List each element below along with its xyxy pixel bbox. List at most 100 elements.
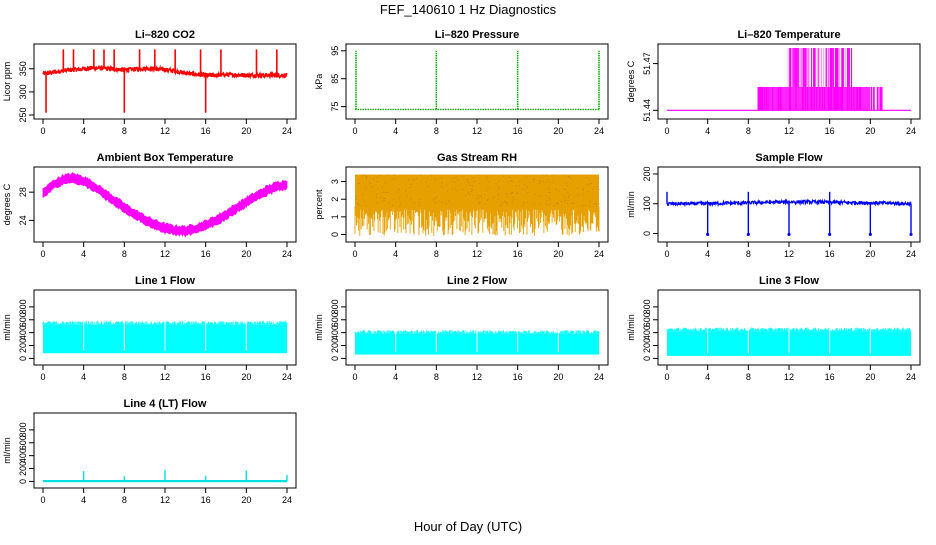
panel-title: Li–820 CO2 — [135, 29, 195, 41]
x-tick-label: 24 — [282, 126, 292, 136]
y-tick-label: 2 — [330, 197, 340, 202]
x-tick-label: 8 — [746, 126, 751, 136]
x-tick-label: 8 — [434, 126, 439, 136]
x-tick-label: 4 — [393, 126, 398, 136]
data-layer — [354, 174, 600, 237]
x-tick-label: 12 — [160, 126, 170, 136]
rh-dips — [354, 206, 600, 237]
y-tick-label: 600 — [18, 435, 28, 450]
y-tick-label: 100 — [642, 196, 652, 211]
x-tick-label: 24 — [906, 126, 916, 136]
x-tick-label: 8 — [122, 495, 127, 505]
x-tick-label: 12 — [784, 126, 794, 136]
rh-texture — [355, 174, 600, 207]
y-tick-label: 400 — [642, 325, 652, 340]
x-tick-label: 4 — [81, 126, 86, 136]
figure-title: FEF_140610 1 Hz Diagnostics — [380, 2, 557, 17]
x-tick-label: 24 — [282, 495, 292, 505]
x-tick-label: 4 — [81, 495, 86, 505]
panel-6: Line 1 Flow ml/min 0 4 8 12 16 20 24 0 20040060080… — [2, 275, 297, 382]
x-tick-label: 4 — [705, 372, 710, 382]
panel-title: Line 3 Flow — [759, 275, 819, 287]
panel-title: Li–820 Temperature — [737, 29, 840, 41]
x-tick-label: 24 — [594, 372, 604, 382]
spike-point — [706, 232, 710, 237]
y-axis-label: ml/min — [626, 314, 636, 341]
x-tick-label: 12 — [472, 372, 482, 382]
x-tick-label: 16 — [201, 249, 211, 259]
x-tick-label: 12 — [160, 495, 170, 505]
y-tick-label: 600 — [642, 312, 652, 327]
y-tick-label: 800 — [18, 422, 28, 437]
x-tick-label: 20 — [865, 249, 875, 259]
y-tick-label: 600 — [330, 312, 340, 327]
y-tick-label: 0 — [330, 356, 340, 361]
data-layer — [354, 330, 600, 355]
x-tick-label: 12 — [784, 372, 794, 382]
x-tick-label: 16 — [513, 249, 523, 259]
x-tick-label: 16 — [825, 249, 835, 259]
y-axis-label: degrees C — [626, 60, 636, 102]
x-tick-label: 0 — [352, 249, 357, 259]
y-tick-label: 200 — [642, 338, 652, 353]
x-tick-label: 20 — [865, 372, 875, 382]
x-tick-label: 0 — [40, 249, 45, 259]
x-tick-label: 20 — [553, 372, 563, 382]
x-tick-label: 24 — [906, 372, 916, 382]
y-tick-label: 200 — [18, 461, 28, 476]
x-tick-label: 24 — [594, 126, 604, 136]
x-tick-label: 16 — [201, 372, 211, 382]
y-tick-label: 800 — [330, 299, 340, 314]
y-axis-label: ml/min — [314, 314, 324, 341]
data-layer — [42, 172, 288, 238]
y-tick-label: 800 — [18, 299, 28, 314]
series-line — [42, 63, 288, 80]
x-tick-label: 8 — [746, 372, 751, 382]
data-layer — [666, 191, 913, 237]
y-tick-label: 200 — [18, 338, 28, 353]
panel-2: Li–820 Temperature degrees C 0 4 8 12 16 20 24 51… — [626, 29, 921, 136]
y-tick-label: 200 — [330, 338, 340, 353]
data-layer — [667, 48, 911, 111]
y-tick-label: 95 — [330, 46, 340, 56]
x-tick-label: 0 — [664, 126, 669, 136]
panel-title: Line 4 (LT) Flow — [124, 398, 207, 410]
x-tick-label: 8 — [434, 249, 439, 259]
y-tick-label: 200 — [642, 166, 652, 181]
panel-title: Li–820 Pressure — [435, 29, 519, 41]
x-tick-label: 8 — [434, 372, 439, 382]
x-tick-label: 24 — [906, 249, 916, 259]
x-tick-label: 16 — [513, 372, 523, 382]
x-tick-label: 24 — [282, 372, 292, 382]
x-tick-label: 12 — [472, 126, 482, 136]
y-tick-label: 24 — [18, 215, 28, 225]
spike-point — [787, 232, 791, 237]
y-axis-label: kPa — [314, 74, 324, 90]
y-tick-label: 51.44 — [642, 99, 652, 122]
top-band — [786, 48, 850, 87]
x-tick-label: 4 — [393, 372, 398, 382]
data-layer — [43, 469, 288, 483]
spike-point — [868, 232, 872, 237]
rh-band — [355, 174, 599, 210]
y-tick-label: 3 — [330, 179, 340, 184]
x-tick-label: 0 — [40, 126, 45, 136]
x-tick-label: 8 — [746, 249, 751, 259]
x-tick-label: 16 — [201, 126, 211, 136]
panel-3: Ambient Box Temperature degrees C 0 4 8 12 16 2… — [2, 152, 297, 259]
y-tick-label: 800 — [642, 299, 652, 314]
x-tick-label: 20 — [241, 372, 251, 382]
data-layer — [42, 321, 288, 354]
panel-title: Sample Flow — [755, 152, 823, 164]
x-tick-label: 0 — [40, 372, 45, 382]
x-tick-label: 20 — [241, 126, 251, 136]
x-tick-label: 4 — [705, 249, 710, 259]
x-tick-label: 12 — [784, 249, 794, 259]
x-tick-label: 4 — [393, 249, 398, 259]
y-tick-label: 300 — [18, 84, 28, 99]
y-axis-label: percent — [314, 189, 324, 220]
y-tick-label: 0 — [642, 356, 652, 361]
x-tick-label: 4 — [81, 372, 86, 382]
